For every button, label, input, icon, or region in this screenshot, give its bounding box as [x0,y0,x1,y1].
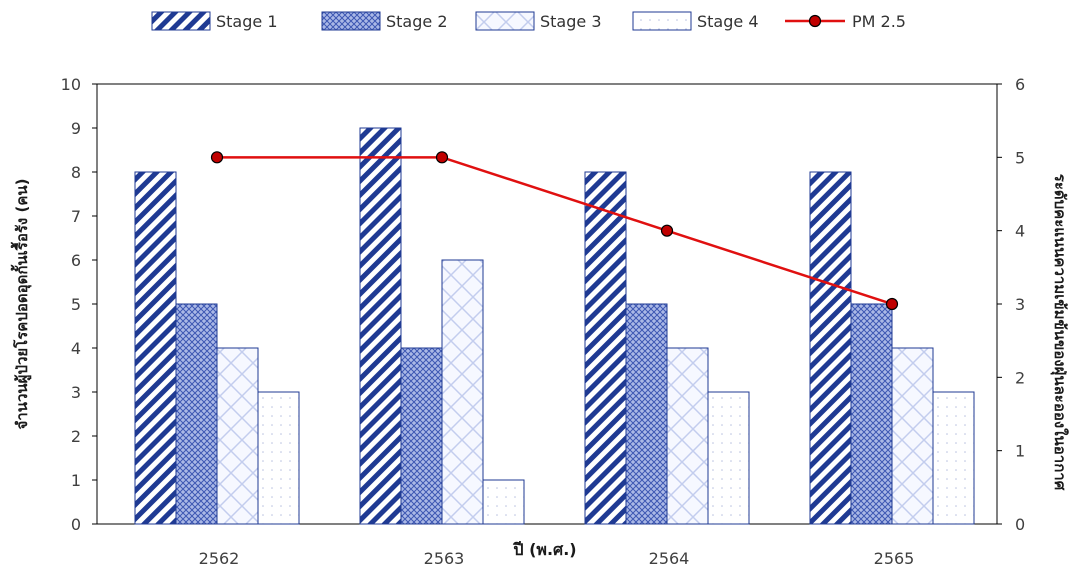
y2-tick-label: 3 [1015,295,1025,314]
y2-tick-label: 5 [1015,148,1025,167]
legend-label: Stage 3 [540,12,602,31]
pm25-point-2562 [210,151,224,164]
pm25-point-2565 [885,297,899,311]
pm25-point-2564 [660,224,674,237]
x-tick-label: 2563 [424,549,465,568]
legend-label: Stage 4 [697,12,759,31]
legend-label: Stage 2 [386,12,448,31]
legend-swatch-stage-4 [632,11,692,31]
bar-stage-4-2562 [257,391,300,525]
bar-stage-3-2562 [216,347,259,525]
bar-stage-1-2562 [134,171,177,525]
bar-stage-4-2563 [482,479,525,525]
y2-tick-label: 0 [1015,515,1025,534]
y-tick-label: 4 [71,339,81,358]
pm25-point-2563 [435,151,449,164]
y-tick-label: 9 [71,119,81,138]
y-axis-title: จำนวนผู้ป่วยโรคปอดอุดกั้นเรื้อรัง (คน) [10,179,32,430]
legend-swatch-stage-1 [151,11,211,31]
legend-swatch-stage-2 [321,11,381,31]
y-tick-label: 0 [71,515,81,534]
y2-axis-title: ระดับคะแนนความเข้มข้นของฝุ่นละอองในอากาศ [1050,174,1069,491]
y2-tick-label: 4 [1015,222,1025,241]
y-tick-label: 7 [71,207,81,226]
legend-marker-pm25 [808,14,822,28]
bar-stage-3-2565 [891,347,934,525]
y-tick-label: 1 [71,471,81,490]
legend-label: Stage 1 [216,12,278,31]
bar-stage-1-2563 [359,127,402,525]
pm25-line [217,156,893,306]
y-tick-label: 10 [61,75,81,94]
y2-tick-label: 1 [1015,442,1025,461]
y-tick-label: 2 [71,427,81,446]
bar-stage-2-2564 [625,303,668,525]
bar-stage-3-2563 [441,259,484,525]
y-tick-label: 6 [71,251,81,270]
x-axis-title: ปี (พ.ศ.) [512,540,577,559]
y2-tick-label: 2 [1015,368,1025,387]
bar-stage-2-2562 [175,303,218,525]
bar-stage-4-2564 [707,391,750,525]
y-tick-label: 3 [71,383,81,402]
x-tick-label: 2564 [649,549,690,568]
legend-label: PM 2.5 [852,12,906,31]
y-tick-label: 5 [71,295,81,314]
x-tick-label: 2565 [874,549,915,568]
legend-swatch-stage-3 [475,11,535,31]
bar-stage-2-2563 [400,347,443,525]
bar-stage-3-2564 [666,347,709,525]
bar-stage-4-2565 [932,391,975,525]
x-tick-label: 2562 [199,549,240,568]
bar-stage-2-2565 [850,303,893,525]
bar-stage-1-2565 [809,171,852,525]
y2-tick-label: 6 [1015,75,1025,94]
plot-area: 0 1 2 3 4 5 6 7 8 9 10 0 1 2 3 4 5 6 2562 2563 2564 2565 ปี (พ… [10,75,1069,568]
bar-stage-1-2564 [584,171,627,525]
y-tick-label: 8 [71,163,81,182]
legend: Stage 1 Stage 2 Stage 3 Stage 4 PM 2.5 [151,11,906,31]
